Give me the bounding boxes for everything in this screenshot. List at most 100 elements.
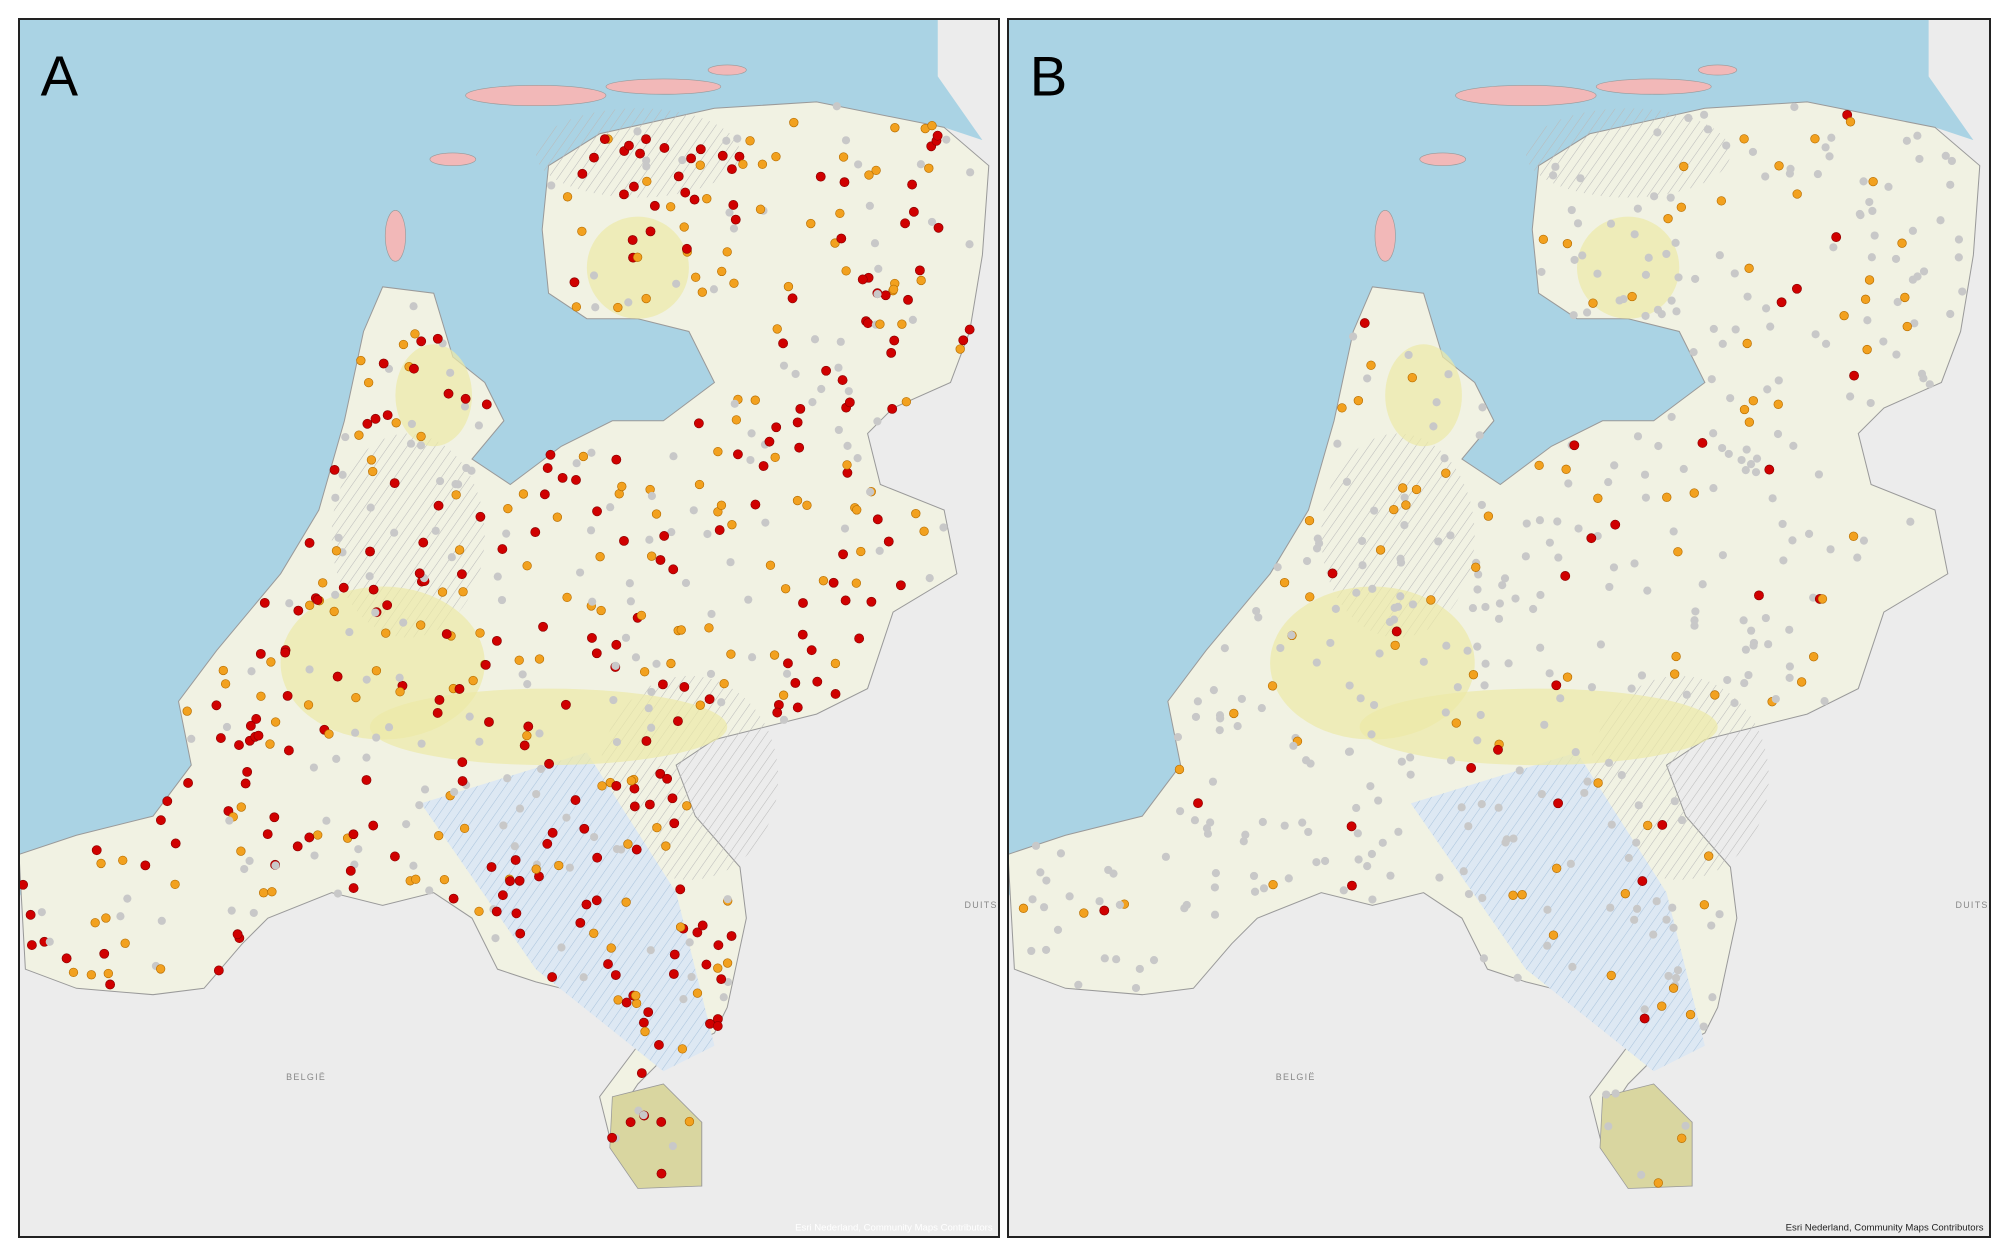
- gray-dot: [1206, 818, 1215, 827]
- gray-dot: [575, 568, 585, 577]
- orange-dot: [783, 281, 794, 292]
- gray-dot: [1521, 552, 1530, 561]
- gray-dot: [669, 452, 678, 461]
- gray-dot: [1804, 529, 1814, 538]
- red-dot: [624, 140, 634, 151]
- gray-dot: [1739, 616, 1748, 625]
- red-dot: [704, 694, 715, 705]
- gray-dot: [1726, 394, 1735, 403]
- gray-dot: [873, 417, 882, 426]
- gray-dot: [810, 335, 820, 344]
- yellow-region: [586, 216, 689, 319]
- red-dot: [697, 920, 708, 931]
- orange-dot: [410, 329, 420, 339]
- orange-dot: [626, 776, 637, 786]
- orange-dot: [411, 874, 421, 884]
- orange-dot: [1862, 344, 1872, 355]
- red-dot: [432, 708, 443, 718]
- gray-dot: [726, 558, 735, 567]
- gray-dot: [1529, 604, 1538, 614]
- orange-dot: [875, 319, 885, 329]
- red-dot: [105, 979, 116, 990]
- red-dot: [368, 584, 379, 595]
- gray-dot: [1536, 643, 1545, 652]
- red-dot: [854, 633, 865, 644]
- gray-dot: [1400, 493, 1409, 502]
- gray-dot: [1747, 626, 1756, 635]
- orange-dot: [835, 208, 845, 219]
- gray-dot: [1331, 604, 1340, 613]
- island: [707, 64, 747, 76]
- red-dot: [795, 403, 806, 414]
- gray-dot: [1604, 478, 1613, 487]
- orange-dot: [856, 546, 866, 557]
- gray-dot: [586, 526, 596, 535]
- gray-dot: [1593, 269, 1602, 278]
- gray-dot: [523, 680, 532, 689]
- gray-dot: [45, 937, 54, 946]
- yellow-region: [1359, 688, 1718, 766]
- gray-dot: [706, 669, 716, 678]
- gray-dot: [187, 734, 196, 743]
- red-dot: [448, 893, 459, 904]
- red-dot: [673, 171, 684, 182]
- red-dot: [575, 917, 586, 928]
- country-label: DUITSLAND: [965, 900, 1027, 910]
- red-dot: [611, 780, 622, 791]
- orange-dot: [1685, 1009, 1696, 1020]
- orange-dot: [577, 226, 587, 237]
- gray-dot: [562, 813, 571, 822]
- gray-dot: [817, 384, 826, 394]
- red-dot: [1327, 568, 1338, 579]
- orange-dot: [451, 490, 461, 500]
- gray-dot: [1741, 466, 1750, 475]
- orange-dot: [1671, 651, 1681, 662]
- red-dot: [713, 940, 724, 951]
- gray-dot: [1723, 675, 1732, 685]
- orange-dot: [155, 964, 166, 974]
- gray-dot: [853, 454, 862, 463]
- gray-dot: [1649, 930, 1658, 939]
- gray-dot: [579, 973, 588, 982]
- gray-dot: [1662, 915, 1671, 924]
- orange-dot: [1742, 338, 1752, 349]
- red-dot: [625, 1117, 636, 1128]
- red-dot: [880, 290, 891, 301]
- gray-dot: [589, 271, 599, 280]
- gray-dot: [1630, 230, 1639, 239]
- gray-dot: [633, 127, 642, 136]
- red-dot: [792, 702, 803, 713]
- red-dot: [592, 506, 602, 517]
- orange-dot: [1739, 134, 1749, 144]
- gray-dot: [1509, 834, 1518, 843]
- gray-dot: [1333, 439, 1342, 448]
- orange-dot: [398, 339, 409, 350]
- gray-dot: [1396, 592, 1405, 601]
- red-dot: [863, 318, 873, 329]
- gray-dot: [338, 470, 347, 479]
- red-dot: [497, 544, 508, 554]
- gray-dot: [475, 737, 484, 746]
- red-dot: [903, 294, 913, 305]
- orange-dot: [1710, 690, 1720, 700]
- orange-dot: [366, 455, 377, 465]
- red-dot: [1637, 876, 1648, 886]
- gray-dot: [1027, 946, 1036, 956]
- gray-dot: [1396, 554, 1405, 563]
- gray-dot: [1679, 464, 1688, 474]
- gray-dot: [1908, 226, 1917, 235]
- gray-dot: [1919, 267, 1929, 276]
- red-dot: [486, 862, 497, 872]
- orange-dot: [437, 587, 448, 597]
- orange-dot: [236, 846, 246, 856]
- orange-dot: [722, 247, 732, 257]
- red-dot: [692, 927, 703, 938]
- orange-dot: [636, 610, 647, 621]
- orange-dot: [851, 578, 861, 588]
- gray-dot: [621, 633, 631, 642]
- orange-dot: [871, 165, 881, 176]
- gray-dot: [1315, 539, 1324, 548]
- orange-dot: [1668, 983, 1679, 993]
- orange-dot: [778, 690, 789, 700]
- orange-dot: [641, 293, 651, 304]
